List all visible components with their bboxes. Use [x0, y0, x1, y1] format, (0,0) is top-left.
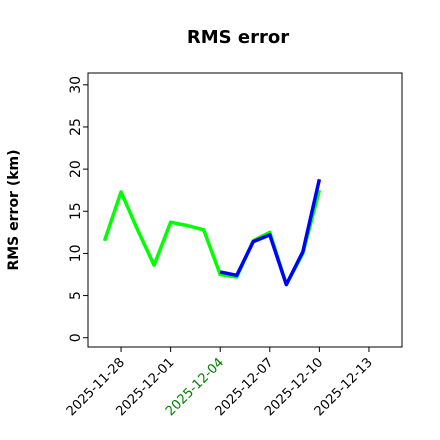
- series-line: [219, 178, 322, 287]
- plot-frame: [87, 72, 403, 348]
- y-tick-label: 10: [68, 245, 84, 263]
- y-tick-label: 30: [68, 76, 84, 94]
- y-tick-label: 5: [68, 291, 84, 300]
- chart-title: RMS error: [187, 27, 289, 48]
- y-tick-label: 0: [68, 333, 84, 342]
- y-axis-label: RMS error (km): [6, 149, 22, 270]
- y-tick-label: 20: [68, 160, 84, 178]
- y-tick-label: 25: [68, 118, 84, 136]
- series-line: [102, 189, 322, 287]
- y-tick-label: 15: [68, 202, 84, 220]
